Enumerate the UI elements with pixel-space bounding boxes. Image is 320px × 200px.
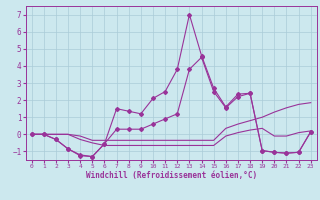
X-axis label: Windchill (Refroidissement éolien,°C): Windchill (Refroidissement éolien,°C) — [86, 171, 257, 180]
